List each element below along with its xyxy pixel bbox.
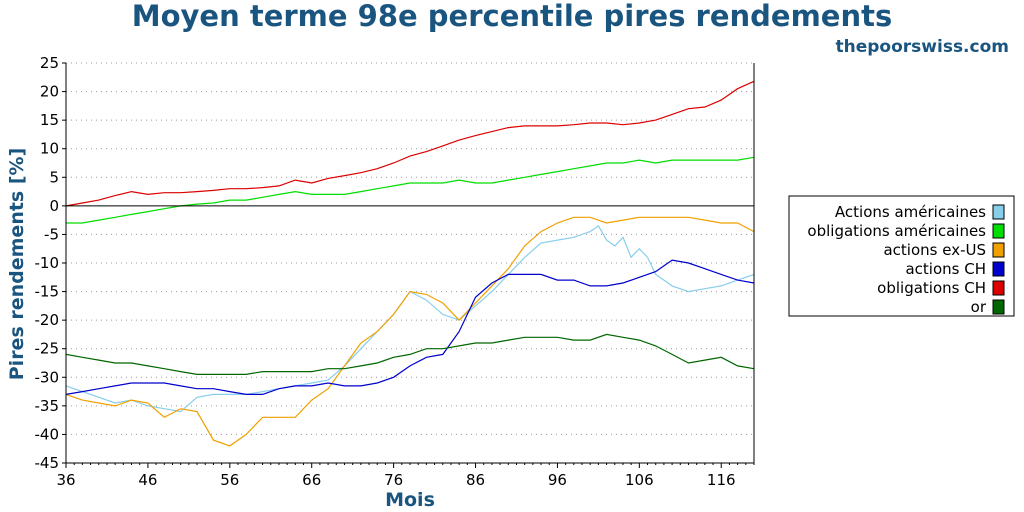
legend-label: obligations américaines — [807, 222, 986, 240]
y-tick-label: 10 — [40, 140, 59, 158]
legend-swatch — [992, 261, 1005, 277]
legend-label: or — [971, 298, 987, 316]
x-axis-label: Mois — [385, 489, 435, 511]
series-lines — [65, 80, 755, 447]
y-tick-label: -5 — [44, 225, 59, 243]
series-line — [66, 156, 755, 224]
y-tick-label: 15 — [40, 111, 59, 129]
y-axis-label: Pires rendements [%] — [6, 148, 28, 381]
y-tick-label: -15 — [35, 283, 60, 301]
x-tick-label: 96 — [548, 471, 567, 489]
legend-label: obligations CH — [877, 279, 986, 297]
legend-swatch — [992, 223, 1005, 239]
x-tick-label: 116 — [707, 471, 736, 489]
chart-title: Moyen terme 98e percentile pires rendeme… — [132, 0, 893, 33]
y-tick-label: -20 — [35, 311, 60, 329]
x-tick-label: 66 — [302, 471, 321, 489]
legend-label: actions ex-US — [883, 241, 986, 259]
x-tick-label: 46 — [138, 471, 157, 489]
series-line — [65, 259, 755, 395]
x-tick-label: 106 — [625, 471, 654, 489]
y-tick-label: 25 — [40, 54, 59, 72]
x-tick-label: 76 — [384, 471, 403, 489]
series-line — [65, 333, 755, 375]
y-tick-label: -40 — [35, 425, 60, 443]
series-line — [65, 225, 755, 413]
legend-label: actions CH — [905, 260, 986, 278]
y-tick-label: 20 — [40, 83, 59, 101]
y-tick-label: -25 — [35, 340, 60, 358]
y-tick-label: -45 — [35, 454, 60, 472]
brand-label: thepoorswiss.com — [836, 37, 1010, 57]
x-tick-label: 36 — [56, 471, 75, 489]
y-tick-label: -35 — [35, 397, 60, 415]
legend-box — [788, 195, 1015, 317]
y-tick-label: 5 — [49, 168, 59, 186]
legend-label: Actions américaines — [835, 203, 986, 221]
legend-swatch — [992, 299, 1005, 315]
legend-swatch — [992, 242, 1005, 258]
legend-swatch — [992, 280, 1005, 296]
series-line — [65, 216, 755, 447]
legend-swatch — [992, 204, 1005, 220]
y-tick-label: -10 — [35, 254, 60, 272]
x-tick-label: 86 — [466, 471, 485, 489]
y-tick-label: -30 — [35, 368, 60, 386]
series-line — [65, 80, 755, 207]
y-tick-label: 0 — [49, 197, 59, 215]
x-tick-label: 56 — [220, 471, 239, 489]
